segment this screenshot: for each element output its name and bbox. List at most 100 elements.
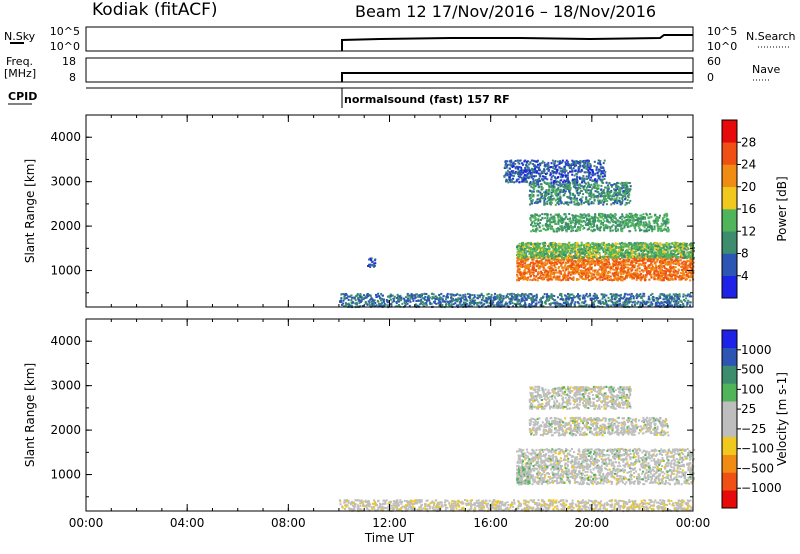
data-cell (523, 304, 526, 307)
data-cell (534, 297, 537, 300)
data-cell (344, 304, 347, 307)
data-cell (669, 252, 672, 255)
data-cell (615, 267, 617, 270)
data-cell (545, 298, 548, 300)
data-cell (529, 275, 532, 278)
data-cell (509, 298, 512, 300)
data-cell (539, 298, 541, 301)
data-cell (617, 275, 620, 278)
data-cell (571, 214, 574, 217)
data-cell (662, 304, 665, 307)
data-cell (636, 244, 639, 247)
data-cell (574, 260, 577, 263)
data-cell (681, 276, 684, 278)
data-cell (390, 294, 393, 297)
data-cell (663, 244, 666, 247)
data-cell (539, 214, 541, 217)
data-cell (606, 276, 609, 279)
data-cell (645, 227, 648, 230)
data-cell (450, 296, 452, 299)
data-cell (375, 296, 378, 298)
data-cell (640, 216, 643, 219)
data-cell (684, 261, 687, 264)
data-cell (631, 214, 634, 217)
data-cell (569, 271, 572, 274)
data-cell (686, 302, 689, 305)
data-cell (626, 276, 629, 279)
data-cell (536, 242, 539, 245)
data-cell (639, 293, 642, 296)
data-cell (531, 220, 534, 223)
data-cell (473, 303, 476, 306)
data-cell (647, 305, 650, 307)
data-cell (567, 303, 570, 306)
data-cell (594, 254, 597, 257)
data-cell (657, 305, 660, 307)
data-cell (604, 243, 607, 246)
data-cell (540, 270, 542, 273)
data-cell (673, 242, 675, 245)
data-cell (619, 242, 621, 245)
data-cell (546, 293, 549, 296)
data-cell (680, 265, 683, 268)
freq-label-2: [MHz] (4, 67, 36, 80)
data-cell (530, 298, 533, 301)
data-cell (634, 273, 637, 276)
data-cell (532, 216, 535, 219)
data-cell (630, 300, 633, 303)
data-cell (593, 244, 596, 247)
data-cell (562, 277, 565, 280)
data-cell (408, 304, 411, 307)
data-cell (547, 259, 550, 262)
data-cell (654, 213, 657, 216)
data-cell (492, 301, 495, 304)
data-cell (601, 258, 604, 261)
data-cell (530, 293, 533, 296)
data-cell (576, 266, 579, 269)
data-cell (673, 304, 676, 307)
data-cell (535, 303, 537, 306)
data-cell (542, 305, 545, 308)
data-cell (556, 278, 559, 281)
data-cell (591, 243, 594, 245)
data-cell (644, 248, 647, 251)
nsearch-label: N.Search (746, 30, 796, 43)
data-cell (531, 299, 534, 302)
data-cell (639, 273, 642, 276)
data-cell (374, 259, 376, 262)
data-cell (592, 276, 595, 279)
data-cell (613, 273, 616, 276)
data-cell (516, 246, 518, 249)
data-cell (616, 253, 619, 256)
data-cell (622, 278, 625, 280)
data-cell (668, 274, 671, 277)
data-cell (604, 252, 606, 255)
data-cell (350, 299, 353, 301)
data-cell (637, 294, 640, 297)
data-cell (630, 247, 633, 250)
data-cell (608, 276, 611, 279)
data-cell (644, 221, 647, 224)
data-cell (597, 274, 600, 277)
data-cell (669, 256, 672, 259)
data-cell (387, 304, 390, 307)
data-cell (534, 262, 536, 265)
data-cell (534, 219, 536, 222)
data-cell (577, 228, 579, 231)
data-cell (617, 243, 620, 245)
data-cell (549, 226, 552, 229)
data-cell (645, 267, 648, 270)
data-cell (599, 257, 601, 259)
data-cell (604, 258, 607, 261)
data-cell (547, 251, 550, 254)
data-cell (568, 253, 570, 256)
data-cell (409, 300, 412, 303)
data-cell (616, 259, 619, 262)
data-cell (581, 248, 584, 251)
data-cell (597, 261, 600, 264)
data-cell (524, 248, 527, 251)
data-cell (562, 253, 565, 256)
data-cell (638, 277, 641, 280)
data-cell (687, 272, 689, 275)
data-cell (536, 279, 539, 282)
